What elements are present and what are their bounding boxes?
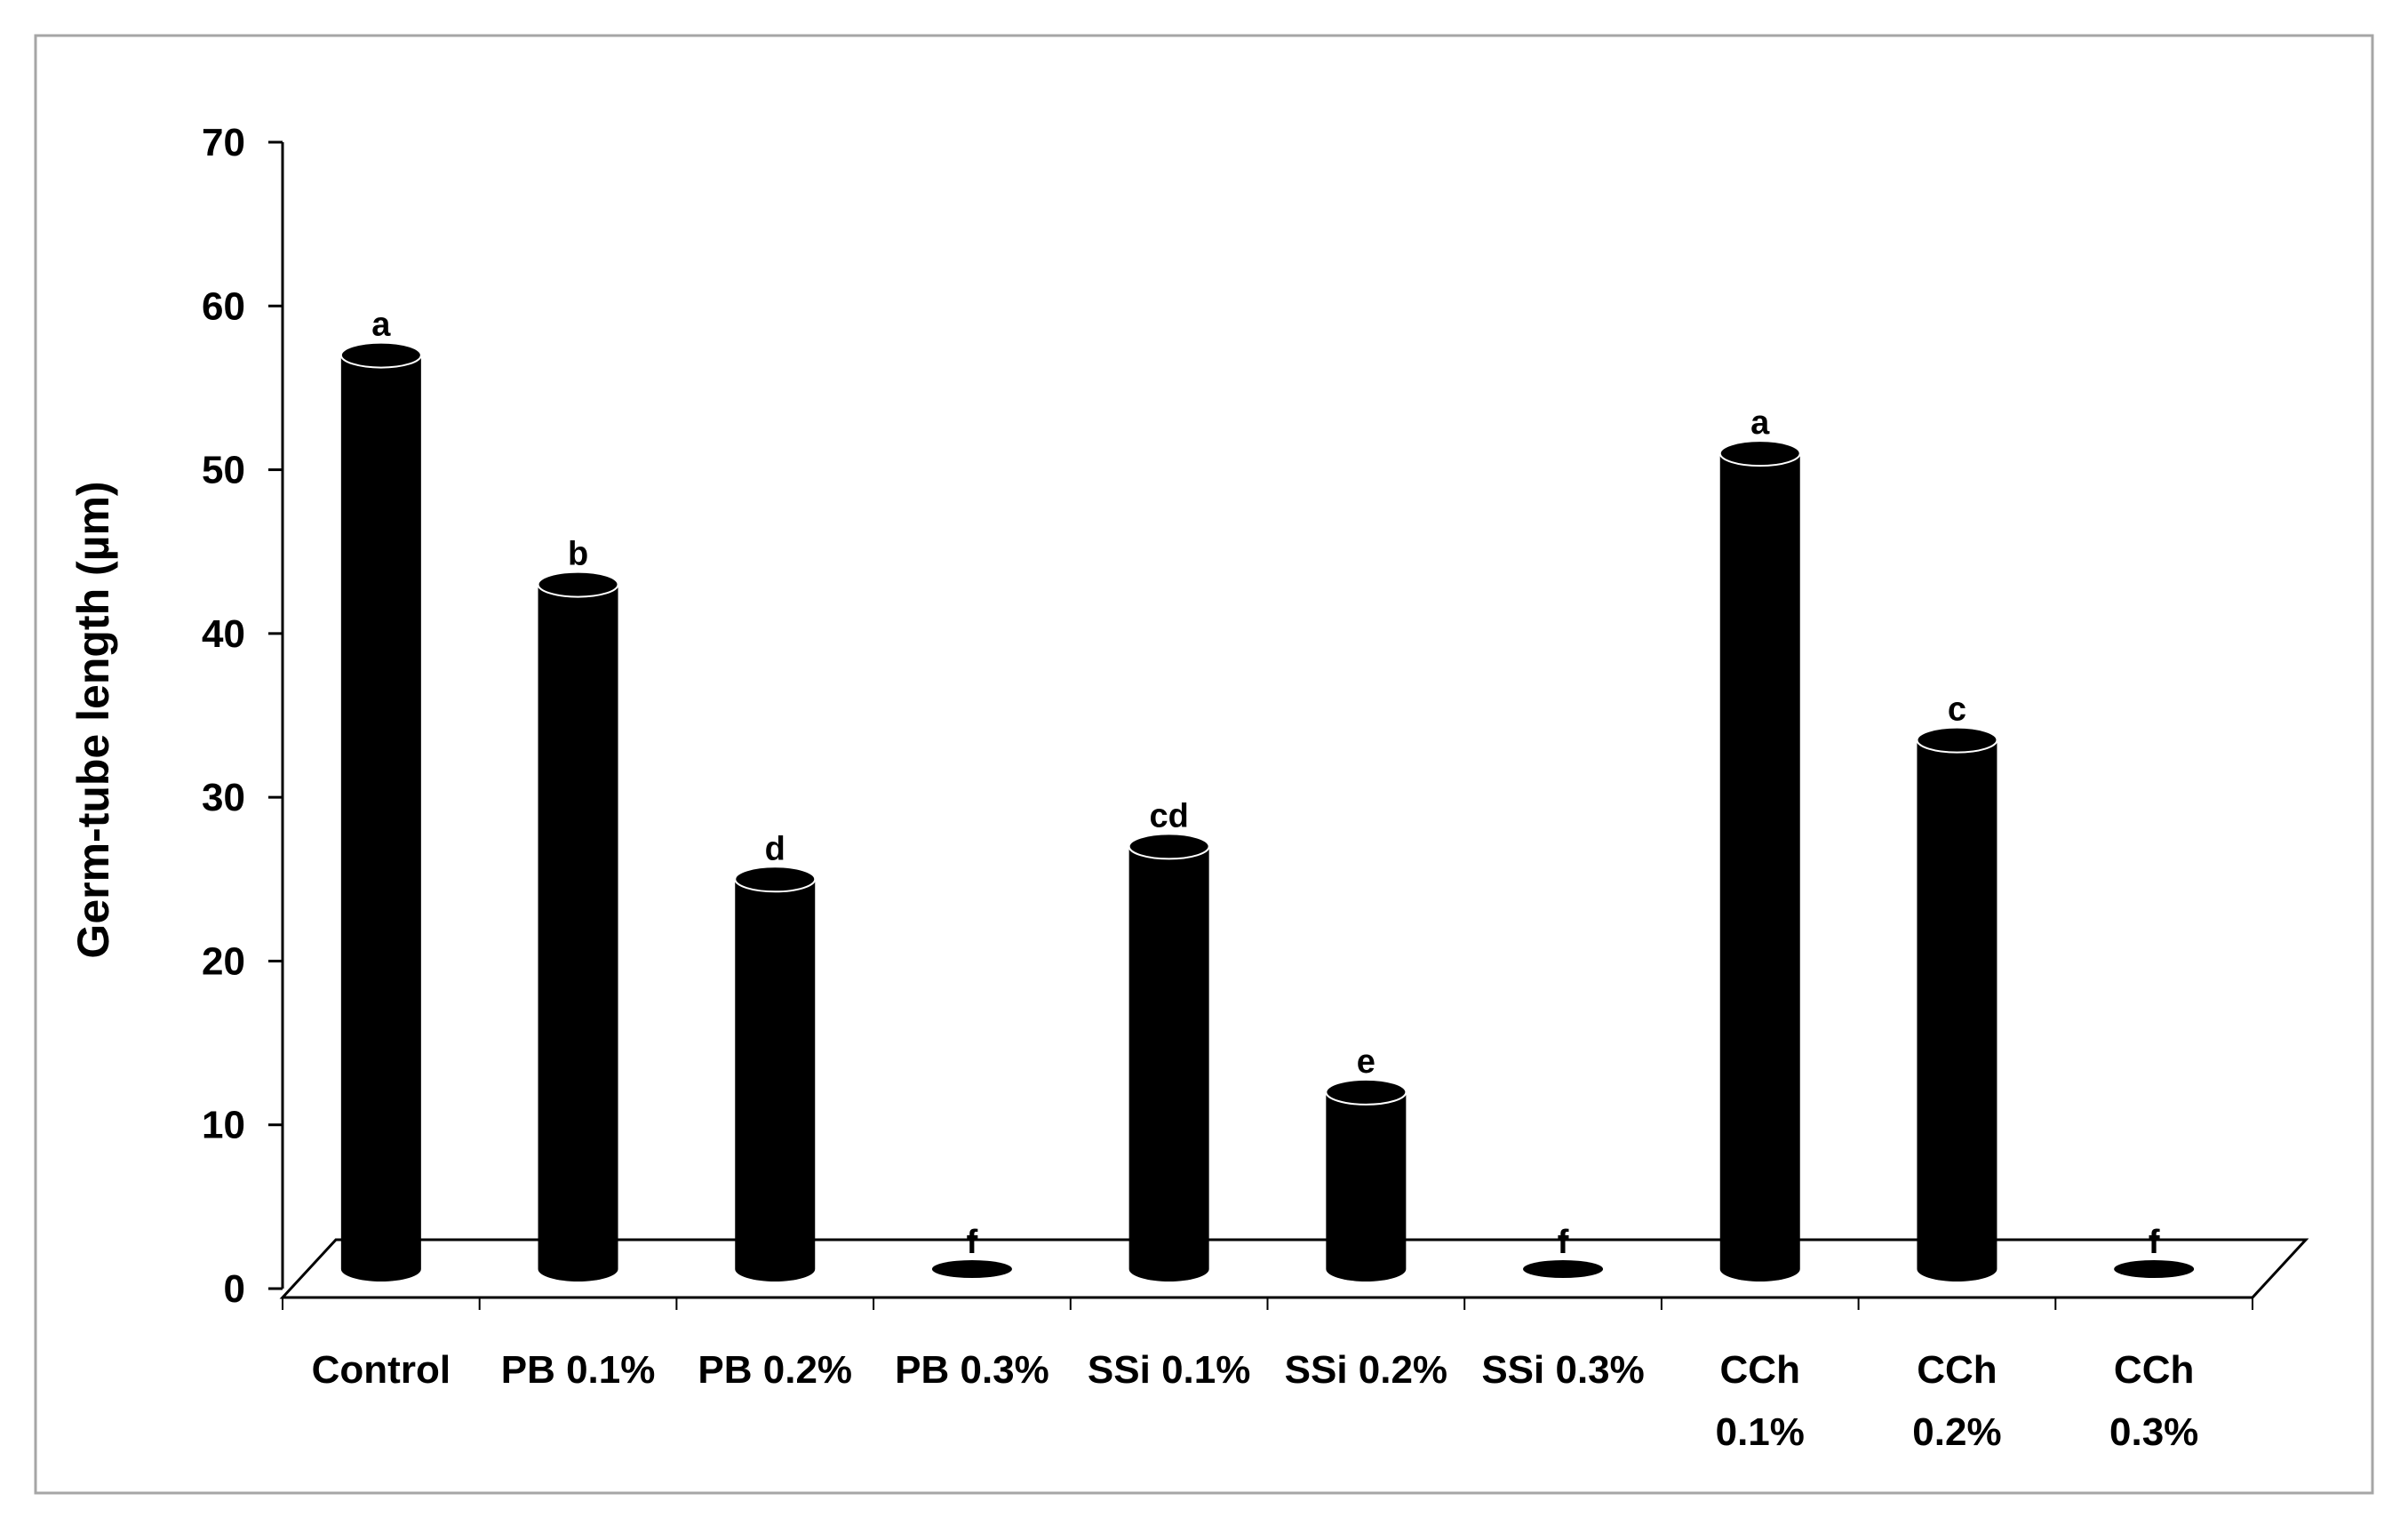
significance-label: f [2149,1224,2160,1261]
significance-label: a [1750,404,1770,442]
category-label: PB 0.3% [895,1348,1049,1392]
y-tick-label: 20 [202,939,245,983]
category-label: SSi 0.2% [1285,1348,1447,1392]
significance-label: e [1357,1043,1375,1081]
significance-label: b [568,536,588,573]
significance-label: f [967,1224,978,1261]
y-tick-label: 50 [202,449,245,492]
bar [735,866,816,1282]
category-label: PB 0.2% [698,1348,852,1392]
bar [538,571,618,1282]
significance-label: d [765,830,785,867]
bar [1523,1260,1604,1278]
y-tick-label: 70 [202,121,245,164]
bar-cap [734,866,817,893]
category-label: SSi 0.1% [1088,1348,1250,1392]
category-label: PB 0.1% [501,1348,656,1392]
y-tick-label: 0 [224,1267,245,1311]
category-label: 0.1% [1716,1410,1805,1454]
bar [1719,441,1800,1282]
significance-label: f [1558,1224,1569,1261]
bar [2114,1260,2195,1278]
bars: a b d f cd e f a c f [339,307,2195,1282]
category-label: CCh [1917,1348,1997,1392]
category-label: CCh [2114,1348,2194,1392]
bar-cap [339,341,422,369]
y-tick-label: 60 [202,284,245,328]
y-tick-label: 10 [202,1104,245,1147]
significance-label: c [1948,691,1966,729]
bar-cap [1325,1078,1407,1106]
category-label: SSi 0.3% [1481,1348,1644,1392]
bar [1917,727,1997,1282]
bar-cap [1718,440,1801,467]
bar [1128,834,1209,1282]
category-label: 0.3% [2109,1410,2198,1454]
category-label: Control [312,1348,451,1392]
significance-label: a [371,307,391,344]
y-tick-label: 30 [202,776,245,819]
y-axis-title: Germ-tube length (µm) [68,481,118,958]
bar-cap [1128,833,1210,860]
bar [931,1260,1012,1278]
bar-cap [1916,726,1998,754]
bar [1326,1079,1407,1282]
y-tick-label: 40 [202,612,245,656]
category-label: CCh [1720,1348,1800,1392]
category-labels: Control PB 0.1% PB 0.2% PB 0.3% SSi 0.1% SSi … [312,1348,2199,1454]
bar [340,342,421,1282]
category-label: 0.2% [1912,1410,2001,1454]
bar-cap [537,571,619,598]
significance-label: cd [1149,797,1188,834]
axes: 0 10 20 30 40 50 60 70 [202,121,2309,1311]
